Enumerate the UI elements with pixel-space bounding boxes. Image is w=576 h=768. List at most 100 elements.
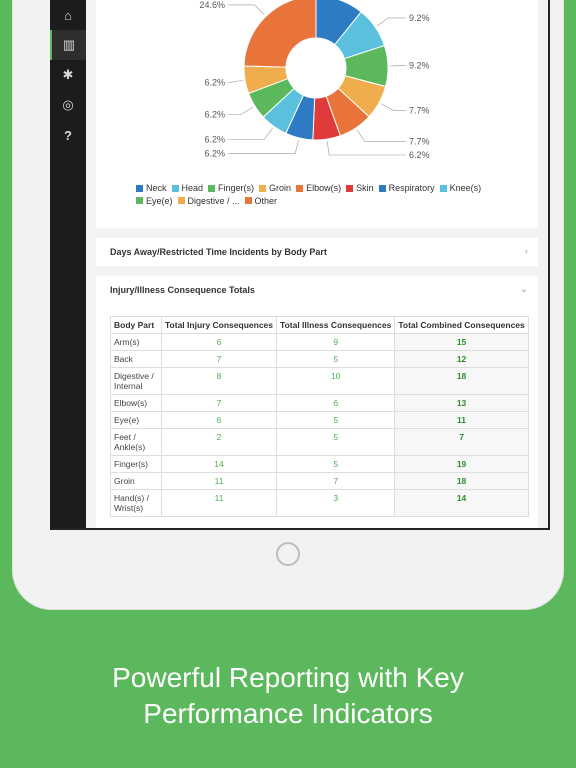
combined-total-cell: 12 — [394, 350, 529, 368]
slice-percent-label: 6.2% — [409, 150, 430, 160]
legend-label: Neck — [146, 183, 167, 193]
marketing-caption: Powerful Reporting with Key Performance … — [0, 660, 576, 732]
legend-item[interactable]: Elbow(s) — [296, 182, 341, 194]
folder-icon[interactable]: ⌂ — [64, 7, 72, 23]
legend-item[interactable]: Skin — [346, 182, 374, 194]
legend-swatch — [171, 184, 179, 192]
body-part-cell: Eye(e) — [110, 411, 162, 429]
injury-count-cell: 7 — [160, 394, 278, 412]
slice-percent-label: 9.2% — [409, 61, 430, 71]
body-part-cell: Arm(s) — [110, 333, 162, 351]
legend-swatch — [136, 197, 143, 204]
consequence-panel: Injury/Illness Consequence Totals ⌄ Body… — [96, 276, 538, 528]
home-button[interactable] — [276, 542, 300, 566]
gear-icon[interactable]: ✱ — [62, 67, 74, 82]
label-leader-line — [228, 127, 273, 140]
chart-legend: Neck Head Finger(s) Groin Elbow(s) Skin Respir… — [136, 182, 516, 207]
column-header: Total Illness Consequences — [276, 316, 396, 334]
combined-total-cell: 18 — [394, 367, 529, 395]
body-part-cell: Feet / Ankle(s) — [110, 428, 162, 456]
illness-count-cell: 7 — [276, 472, 396, 490]
legend-swatch — [378, 184, 386, 192]
legend-label: Elbow(s) — [306, 183, 342, 193]
legend-swatch — [439, 184, 447, 192]
slice-percent-label: 9.2% — [409, 13, 430, 23]
body-part-cell: Elbow(s) — [110, 394, 162, 412]
days-away-panel-header[interactable]: Days Away/Restricted Time Incidents by B… — [96, 238, 538, 266]
pie-slice[interactable] — [243, 0, 317, 68]
injury-count-cell: 2 — [160, 428, 278, 456]
column-header: Total Injury Consequences — [160, 316, 278, 334]
legend-item[interactable]: Respiratory — [378, 182, 435, 194]
legend-item[interactable]: Knee(s) — [439, 182, 482, 194]
consequence-table: Body Part Total Injury Consequences Tota… — [110, 316, 529, 517]
legend-swatch — [346, 184, 354, 192]
slice-percent-label: 6.2% — [204, 78, 225, 88]
legend-label: Other — [254, 195, 278, 206]
illness-count-cell: 5 — [276, 350, 396, 368]
chart-card: 10.8%9.2%9.2%7.7%7.7%6.2%6.2%6.2%6.2%6.2… — [96, 0, 538, 228]
chevron-down-icon: ⌄ — [519, 284, 528, 295]
injury-count-cell: 11 — [160, 472, 278, 490]
tablet-frame: ▤ ⌂ ▥ ✱ ◎ ? 10.8%9.2%9.2%7.7%7.7%6.2%6.2… — [12, 0, 564, 610]
combined-total-cell: 19 — [394, 455, 529, 473]
legend-label: Knee(s) — [449, 183, 482, 193]
help-icon[interactable]: ? — [64, 127, 72, 143]
legend-item[interactable]: Groin — [259, 182, 291, 194]
slice-percent-label: 6.2% — [204, 149, 225, 159]
injury-count-cell: 6 — [160, 411, 278, 429]
injury-count-cell: 7 — [160, 350, 278, 368]
legend-swatch — [259, 184, 267, 192]
consequence-panel-header[interactable]: Injury/Illness Consequence Totals ⌄ — [96, 276, 538, 304]
slice-percent-label: 6.2% — [204, 134, 225, 144]
injury-count-cell: 8 — [160, 367, 278, 395]
toggle-icon[interactable]: ◎ — [62, 97, 74, 112]
table-row: Feet / Ankle(s) 2 5 7 — [110, 428, 529, 456]
slice-percent-label: 6.2% — [204, 109, 225, 119]
table-row: Elbow(s) 7 6 13 — [110, 394, 529, 412]
legend-item[interactable]: Neck — [136, 182, 167, 194]
illness-count-cell: 3 — [276, 489, 396, 517]
caption-line-2: Performance Indicators — [143, 698, 433, 729]
slice-percent-label: 24.6% — [199, 0, 225, 10]
illness-count-cell: 10 — [276, 367, 396, 395]
table-row: Groin 11 7 18 — [110, 472, 529, 490]
legend-label: Eye(e) — [146, 195, 173, 206]
caption-line-1: Powerful Reporting with Key — [112, 662, 464, 693]
legend-label: Digestive / ... — [187, 195, 240, 206]
label-leader-line — [376, 17, 406, 27]
sidebar: ▤ ⌂ ▥ ✱ ◎ ? — [50, 0, 86, 528]
illness-count-cell: 5 — [276, 411, 396, 429]
label-leader-line — [228, 139, 299, 154]
legend-swatch — [296, 184, 304, 192]
column-header: Body Part — [110, 316, 162, 334]
bar-chart-icon[interactable]: ▥ — [50, 30, 86, 60]
body-part-cell: Digestive / Internal — [110, 367, 162, 395]
legend-item[interactable]: Eye(e) — [136, 195, 173, 207]
pie-chart: 10.8%9.2%9.2%7.7%7.7%6.2%6.2%6.2%6.2%6.2… — [199, 0, 430, 160]
legend-label: Finger(s) — [218, 183, 255, 193]
illness-count-cell: 6 — [276, 394, 396, 412]
legend-item[interactable]: Other — [244, 195, 278, 207]
legend-swatch — [177, 197, 185, 204]
slice-percent-label: 7.7% — [409, 105, 430, 115]
combined-total-cell: 13 — [394, 394, 529, 412]
label-leader-line — [228, 4, 265, 16]
body-part-cell: Finger(s) — [110, 455, 162, 473]
combined-total-cell: 7 — [394, 428, 529, 456]
label-leader-line — [228, 106, 254, 115]
app-screen: ▤ ⌂ ▥ ✱ ◎ ? 10.8%9.2%9.2%7.7%7.7%6.2%6.2… — [50, 0, 550, 530]
legend-item[interactable]: Head — [171, 182, 203, 194]
label-leader-line — [356, 129, 406, 142]
legend-item[interactable]: Digestive / ... — [177, 195, 240, 207]
consequence-title: Injury/Illness Consequence Totals — [110, 285, 255, 295]
combined-total-cell: 11 — [394, 411, 529, 429]
combined-total-cell: 18 — [394, 472, 529, 490]
days-away-title: Days Away/Restricted Time Incidents by B… — [110, 247, 327, 257]
illness-count-cell: 9 — [276, 333, 396, 351]
chevron-right-icon: › — [524, 246, 528, 257]
consequence-table-wrap: Body Part Total Injury Consequences Tota… — [110, 316, 529, 517]
label-leader-line — [380, 103, 406, 111]
table-row: Eye(e) 6 5 11 — [110, 411, 529, 429]
legend-item[interactable]: Finger(s) — [208, 182, 254, 194]
